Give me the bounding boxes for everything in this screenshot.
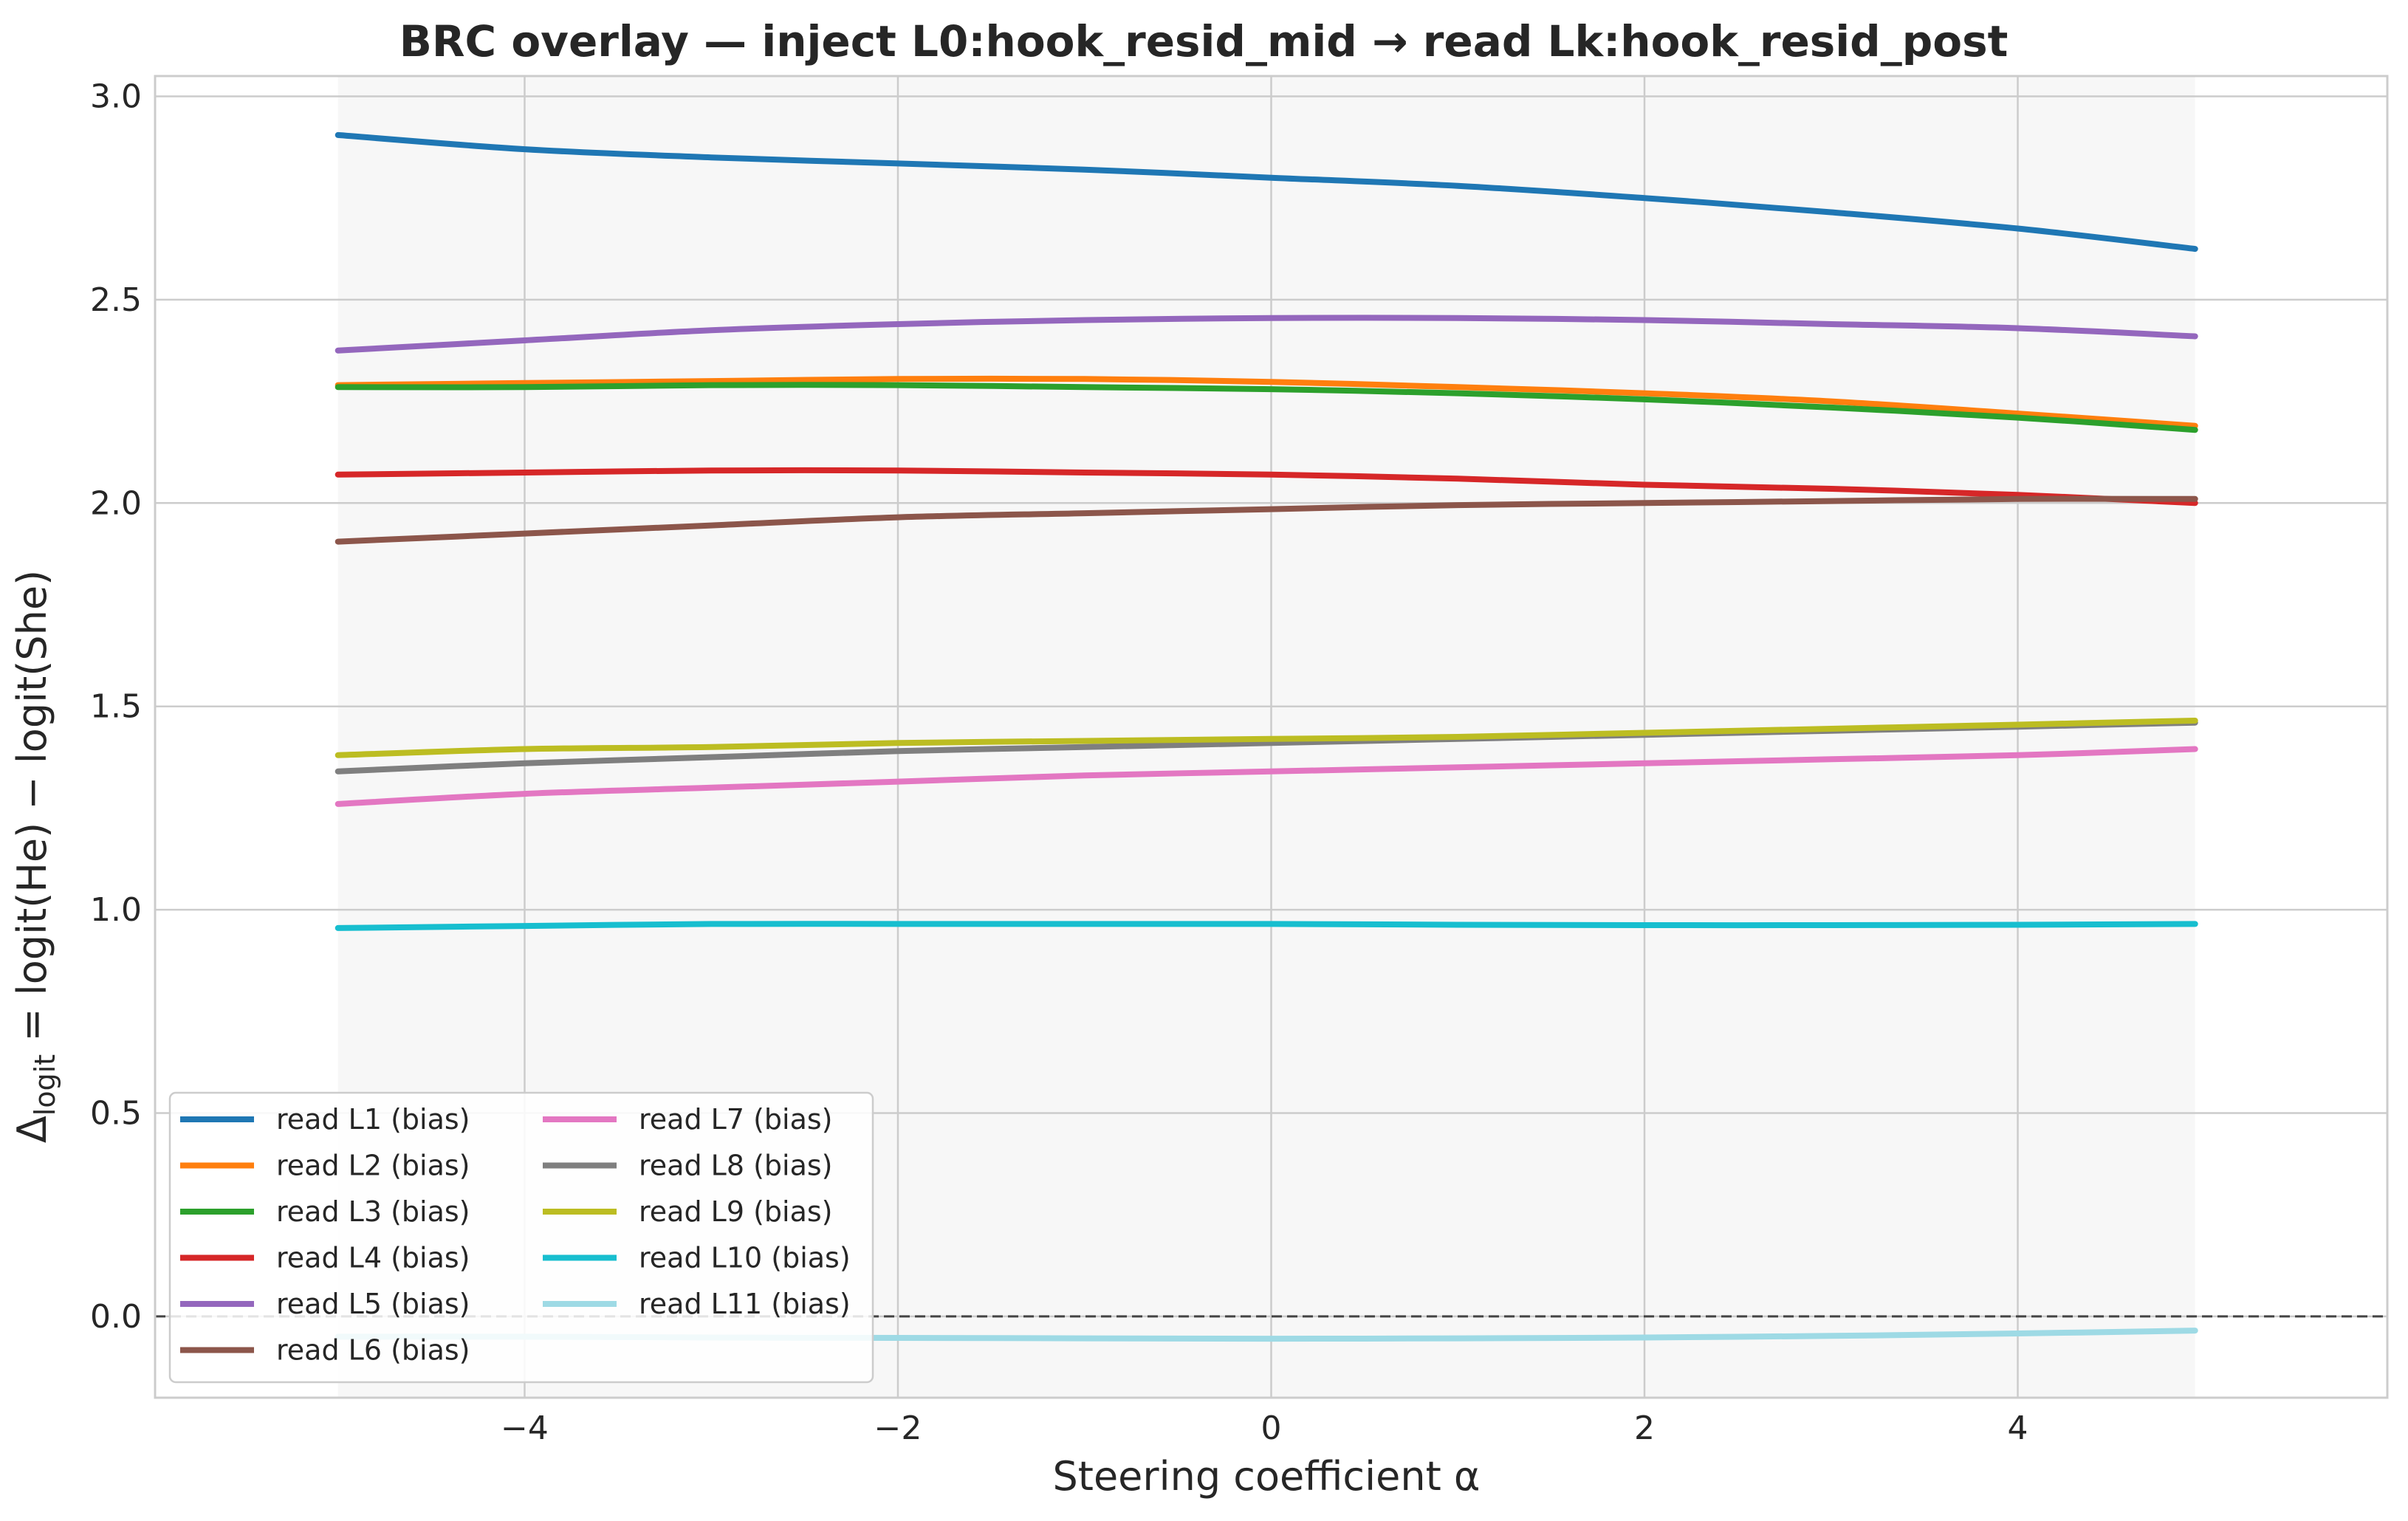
y-axis-label-delta: Δ: [9, 1116, 55, 1143]
axes-border: [154, 75, 2389, 1399]
y-tick-label: 1.5: [90, 688, 142, 726]
series-lines: [335, 131, 2198, 1342]
y-axis-label-rest: = logit(He) − logit(She): [9, 570, 55, 1054]
series-line: [335, 921, 2198, 931]
legend-label: read L5 (bias): [276, 1288, 470, 1320]
chart-title: BRC overlay — inject L0:hook_resid_mid →…: [399, 16, 2009, 66]
y-tick-label: 0.0: [90, 1298, 142, 1336]
legend-label: read L8 (bias): [639, 1150, 833, 1182]
x-tick-label: −4: [501, 1410, 549, 1447]
y-tick-label: 1.0: [90, 891, 142, 929]
x-tick-label: 2: [1634, 1410, 1655, 1447]
y-tick-label: 2.5: [90, 281, 142, 319]
y-tick-label: 3.0: [90, 78, 142, 116]
legend-label: read L7 (bias): [639, 1103, 833, 1136]
tick-labels: −4 −2 0 2 4 0.0 0.5 1.0 1.5 2.0 2.5 3.0: [90, 78, 2028, 1447]
series-line: [335, 382, 2198, 433]
legend-label: read L9 (bias): [639, 1195, 833, 1228]
x-tick-label: −2: [874, 1410, 922, 1447]
series-line: [335, 131, 2198, 253]
series-line: [335, 495, 2198, 545]
y-tick-label: 0.5: [90, 1094, 142, 1132]
legend-label: read L6 (bias): [276, 1334, 470, 1367]
series-line: [335, 746, 2198, 807]
series-line: [335, 375, 2198, 429]
series-line: [335, 718, 2198, 758]
series-line: [335, 467, 2198, 507]
plot-frame: [154, 75, 2389, 1399]
x-tick-label: 4: [2008, 1410, 2028, 1447]
legend-label: read L11 (bias): [639, 1288, 851, 1320]
x-tick-label: 0: [1261, 1410, 1282, 1447]
x-axis-label: Steering coefficient α: [1053, 1453, 1481, 1500]
legend-label: read L4 (bias): [276, 1242, 470, 1274]
y-tick-label: 2.0: [90, 484, 142, 522]
legend-label: read L3 (bias): [276, 1195, 470, 1228]
legend: read L1 (bias) read L2 (bias) read L3 (bia…: [168, 1091, 874, 1384]
legend-label: read L10 (bias): [639, 1242, 851, 1274]
legend-label: read L2 (bias): [276, 1150, 470, 1182]
series-line: [335, 315, 2198, 354]
y-axis-label: Δlogit = logit(He) − logit(She): [9, 570, 61, 1143]
legend-label: read L1 (bias): [276, 1103, 470, 1136]
y-axis-label-subscript: logit: [29, 1054, 61, 1116]
legend-box: [168, 1091, 874, 1384]
